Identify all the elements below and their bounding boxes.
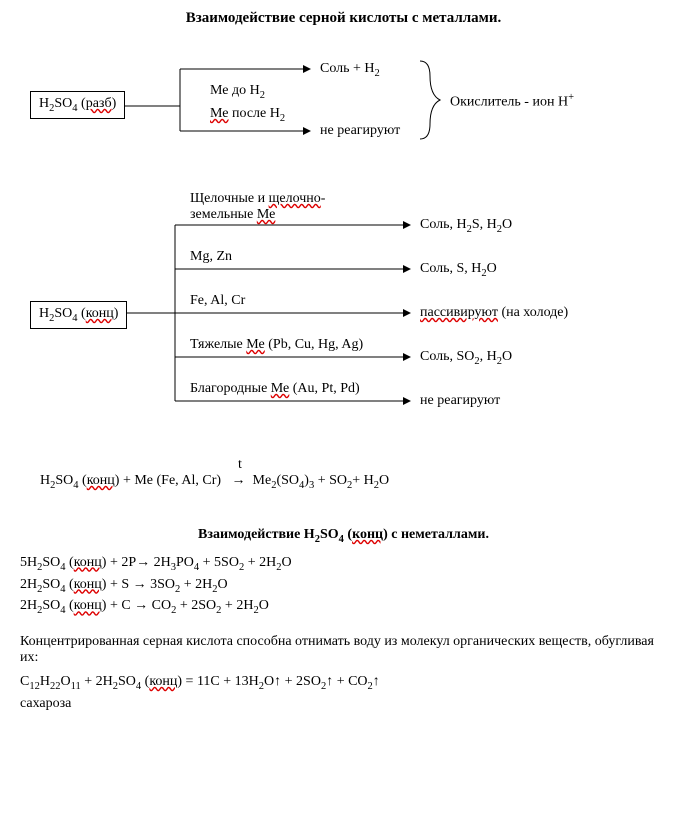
- branch-above-label: Ме до Н2: [210, 83, 265, 101]
- reagent-box-dilute: H2SO4 (разб): [30, 91, 125, 119]
- d2-label-1: Mg, Zn: [190, 249, 232, 265]
- d2-result-4: не реагируют: [420, 393, 500, 409]
- result-bottom: не реагируют: [320, 123, 400, 139]
- reagent-box-conc: H2SO4 (конц): [30, 301, 127, 329]
- nonmetal-eq-2: 2H2SO4 (конц) + C → CO2 + 2SO2 + 2H2O: [20, 598, 667, 616]
- side-note: Окислитель - ион Н+: [450, 92, 574, 111]
- standalone-eq-wrap: t H2SO4 (конц) + Me (Fe, Al, Cr) → Me2(S…: [20, 461, 667, 497]
- d2-label-0: Щелочные и щелочно-земельные Ме: [190, 191, 325, 223]
- d2-label-4: Благородные Ме (Au, Pt, Pd): [190, 381, 360, 397]
- nonmetal-eq-0: 5H2SO4 (конц) + 2P→ 2H3PO4 + 5SO2 + 2H2O: [20, 555, 667, 573]
- d2-label-2: Fe, Al, Cr: [190, 293, 245, 309]
- subtitle-nonmetals: Взаимодействие H2SO4 (конц) с неметаллам…: [20, 527, 667, 545]
- final-equation: C12H22O11 + 2H2SO4 (конц) = 11C + 13H2O↑…: [20, 674, 667, 692]
- d2-result-1: Соль, S, Н2О: [420, 261, 497, 279]
- d2-label-3: Тяжелые Ме (Pb, Cu, Hg, Ag): [190, 337, 363, 353]
- nonmetal-eq-1: 2H2SO4 (конц) + S → 3SO2 + 2H2O: [20, 577, 667, 595]
- main-title: Взаимодействие серной кислоты с металлам…: [20, 10, 667, 27]
- d2-result-3: Соль, SО2, Н2О: [420, 349, 512, 367]
- diagram-dilute: H2SO4 (разб) Ме до Н2 Ме после Н2 Соль +…: [20, 51, 667, 161]
- result-top: Соль + Н2: [320, 61, 380, 79]
- dehydration-paragraph: Концентрированная серная кислота способн…: [20, 634, 667, 666]
- diagram-conc: H2SO4 (конц) Щелочные и щелочно-земельны…: [20, 191, 667, 431]
- branch-below-label: Ме после Н2: [210, 106, 285, 124]
- eq-temp-t: t: [238, 457, 242, 473]
- final-label: сахароза: [20, 696, 667, 712]
- standalone-equation: H2SO4 (конц) + Me (Fe, Al, Cr) → Me2(SO4…: [40, 473, 389, 491]
- d2-result-0: Соль, Н2S, Н2О: [420, 217, 512, 235]
- d2-result-2: пассивируют (на холоде): [420, 305, 568, 321]
